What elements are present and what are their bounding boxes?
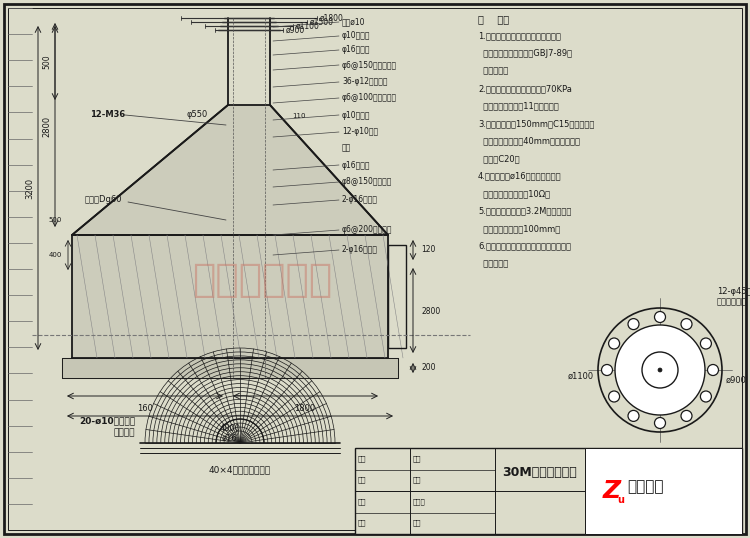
Text: 制图: 制图 [358, 477, 367, 483]
Text: φ6@200（箍筋）: φ6@200（箍筋） [342, 225, 392, 235]
Text: φ16（环）: φ16（环） [342, 160, 370, 169]
Text: 6.本图纸未详尽事宜参照国家有关规定，: 6.本图纸未详尽事宜参照国家有关规定， [478, 242, 571, 251]
Text: Z: Z [603, 479, 621, 503]
Polygon shape [72, 235, 388, 358]
Text: 东莞飞度照明: 东莞飞度照明 [192, 261, 333, 299]
Text: 2800: 2800 [421, 307, 440, 316]
Text: 12-φ10（竖: 12-φ10（竖 [342, 128, 378, 137]
Text: ø16: ø16 [222, 434, 238, 443]
Text: φ10（环）: φ10（环） [342, 32, 370, 40]
Text: 工艺: 工艺 [413, 477, 422, 483]
Text: 2-φ16（环）: 2-φ16（环） [342, 245, 378, 254]
Text: 3.本基础垫层为150mm厚C15素混凝土，: 3.本基础垫层为150mm厚C15素混凝土， [478, 119, 594, 128]
Text: 200: 200 [421, 364, 436, 372]
Text: ø1100: ø1100 [296, 22, 320, 31]
Text: 36-φ12（竖向）: 36-φ12（竖向） [342, 77, 388, 87]
Polygon shape [72, 105, 388, 235]
Text: 标准化: 标准化 [413, 498, 426, 505]
Text: u: u [617, 494, 624, 505]
Text: ø1500: ø1500 [310, 18, 334, 26]
Circle shape [655, 417, 665, 428]
Text: 30M高杆灯基础图: 30M高杆灯基础图 [503, 465, 578, 479]
Circle shape [700, 391, 712, 402]
Text: 1800: 1800 [295, 404, 316, 413]
Text: ø1800: ø1800 [320, 13, 344, 23]
Circle shape [658, 368, 662, 372]
Text: 审查: 审查 [358, 498, 367, 505]
Text: ø900: ø900 [726, 376, 747, 385]
Circle shape [628, 410, 639, 421]
Bar [388, 245, 406, 348]
Text: 2800: 2800 [43, 116, 52, 137]
Circle shape [602, 365, 613, 376]
Text: ø900: ø900 [286, 25, 305, 34]
Bar [585, 448, 742, 534]
Circle shape [655, 312, 665, 322]
Circle shape [628, 318, 639, 330]
Text: 160: 160 [137, 404, 153, 413]
Text: 500: 500 [43, 54, 52, 69]
Text: 电缆管Dg60: 电缆管Dg60 [85, 195, 122, 204]
Bar [355, 448, 742, 534]
Text: φ6@150（螺旋筋）: φ6@150（螺旋筋） [342, 60, 398, 69]
Circle shape [707, 365, 718, 376]
Text: 铁板ø10: 铁板ø10 [342, 18, 365, 26]
Text: 5.本基础埋置深度为3.2M，基础顶面: 5.本基础埋置深度为3.2M，基础顶面 [478, 207, 572, 216]
Text: φ16（环）: φ16（环） [342, 46, 370, 54]
Text: φ6@100（螺旋筋）: φ6@100（螺旋筋） [342, 94, 398, 103]
Text: 400: 400 [49, 252, 62, 258]
Polygon shape [62, 358, 398, 378]
Circle shape [615, 325, 705, 415]
Text: 和最大风力不超过11级的地区；: 和最大风力不超过11级的地区； [478, 102, 559, 110]
Text: 筑地基基础设计规范》GBJ7-89等: 筑地基基础设计规范》GBJ7-89等 [478, 49, 572, 58]
Text: 4000: 4000 [220, 424, 241, 433]
Text: φ8@150（环向）: φ8@150（环向） [342, 178, 392, 187]
Text: 120: 120 [421, 245, 435, 254]
Text: φ10（环）: φ10（环） [342, 110, 370, 119]
Text: 牢，接地电阻应小于10Ω；: 牢，接地电阻应小于10Ω； [478, 189, 550, 198]
Circle shape [681, 318, 692, 330]
Text: φ550: φ550 [187, 110, 208, 119]
Text: 3200: 3200 [26, 178, 34, 199]
Circle shape [700, 338, 712, 349]
Text: 2.本基础适用于地基强度值）70KPa: 2.本基础适用于地基强度值）70KPa [478, 84, 572, 93]
Text: 日期: 日期 [413, 520, 422, 526]
Circle shape [608, 391, 619, 402]
Text: 钢筋保护层厚度为40mm，混凝土强度: 钢筋保护层厚度为40mm，混凝土强度 [478, 137, 580, 145]
Circle shape [642, 352, 678, 388]
Text: 七度照明: 七度照明 [627, 479, 664, 494]
Text: 标准执行。: 标准执行。 [478, 259, 508, 268]
Text: 2-φ16（环）: 2-φ16（环） [342, 195, 378, 204]
Text: 20-ø10（径向）: 20-ø10（径向） [79, 416, 135, 426]
Text: 说    明：: 说 明： [478, 14, 509, 24]
Text: 4.两根接地线ø16与地脚螺栓应焊: 4.两根接地线ø16与地脚螺栓应焊 [478, 172, 562, 181]
Circle shape [608, 338, 619, 349]
Text: 40×4扁铁箍（两层）: 40×4扁铁箍（两层） [209, 465, 271, 474]
Text: 110: 110 [292, 113, 306, 119]
Text: 12-M36: 12-M36 [90, 110, 125, 119]
Text: 500: 500 [49, 217, 62, 223]
Circle shape [681, 410, 692, 421]
Text: 校对: 校对 [413, 455, 422, 462]
Text: 等级为C20；: 等级为C20； [478, 154, 520, 163]
Text: ø1100: ø1100 [568, 372, 594, 380]
Text: 审批: 审批 [358, 520, 367, 526]
Text: 设计: 设计 [358, 455, 367, 462]
Text: 应高出回填土表面100mm；: 应高出回填土表面100mm； [478, 224, 560, 233]
Text: 向）: 向） [342, 144, 351, 152]
Text: 地脚螺栓均布: 地脚螺栓均布 [717, 297, 747, 306]
Text: 上下双层: 上下双层 [113, 428, 135, 437]
Text: 12-φ45配36: 12-φ45配36 [717, 287, 750, 296]
Text: 1.本基础为钢筋混凝土结构；按《建: 1.本基础为钢筋混凝土结构；按《建 [478, 32, 561, 40]
Text: 标准设计。: 标准设计。 [478, 67, 508, 75]
